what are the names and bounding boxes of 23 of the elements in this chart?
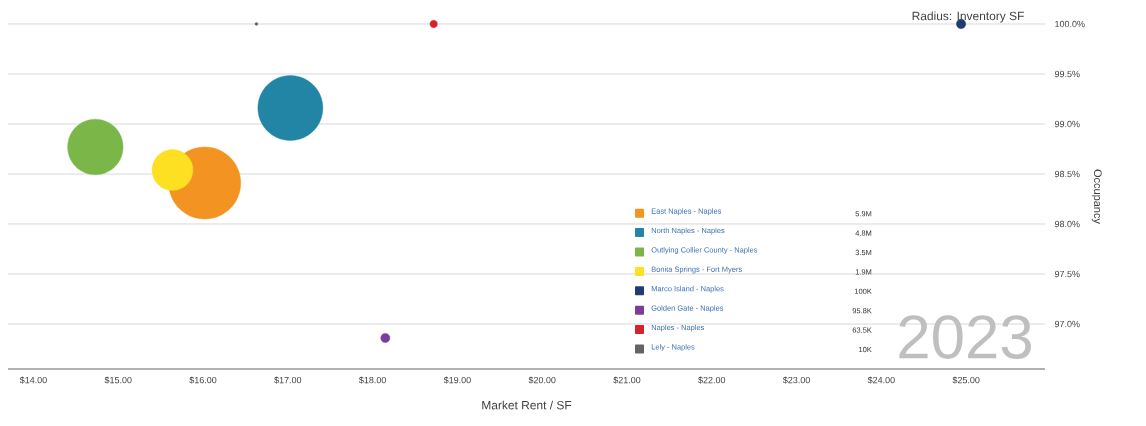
x-axis-title: Market Rent / SF xyxy=(482,400,572,410)
y-tick-label: 100.0% xyxy=(1055,20,1085,28)
x-tick-label: $15.00 xyxy=(104,376,132,384)
x-tick-label: $17.00 xyxy=(274,376,302,384)
y-tick-label: 99.0% xyxy=(1054,120,1080,128)
x-tick-label: $24.00 xyxy=(867,376,895,384)
annotation: 2023 xyxy=(899,315,1031,359)
x-tick-label: $18.00 xyxy=(358,376,386,384)
y-axis-title: Occupancy xyxy=(1091,169,1102,224)
y-tick-label: 98.5% xyxy=(1054,170,1080,178)
x-tick-label: $23.00 xyxy=(782,376,810,384)
x-tick-label: $21.00 xyxy=(613,376,641,384)
y-tick-label: 99.5% xyxy=(1054,70,1080,78)
y-tick-label: 98.0% xyxy=(1054,220,1080,228)
text: Radius: Inventory SF xyxy=(912,11,1024,23)
x-tick-label: $19.00 xyxy=(443,376,471,384)
y-tick-label: 97.5% xyxy=(1054,270,1080,278)
x-tick-label: $22.00 xyxy=(698,376,726,384)
y-tick-label: 97.0% xyxy=(1054,320,1080,328)
x-tick-label: $16.00 xyxy=(189,376,217,384)
x-tick-label: $14.00 xyxy=(19,376,47,384)
x-tick-label: $20.00 xyxy=(528,376,556,384)
x-tick-label: $25.00 xyxy=(952,376,980,384)
